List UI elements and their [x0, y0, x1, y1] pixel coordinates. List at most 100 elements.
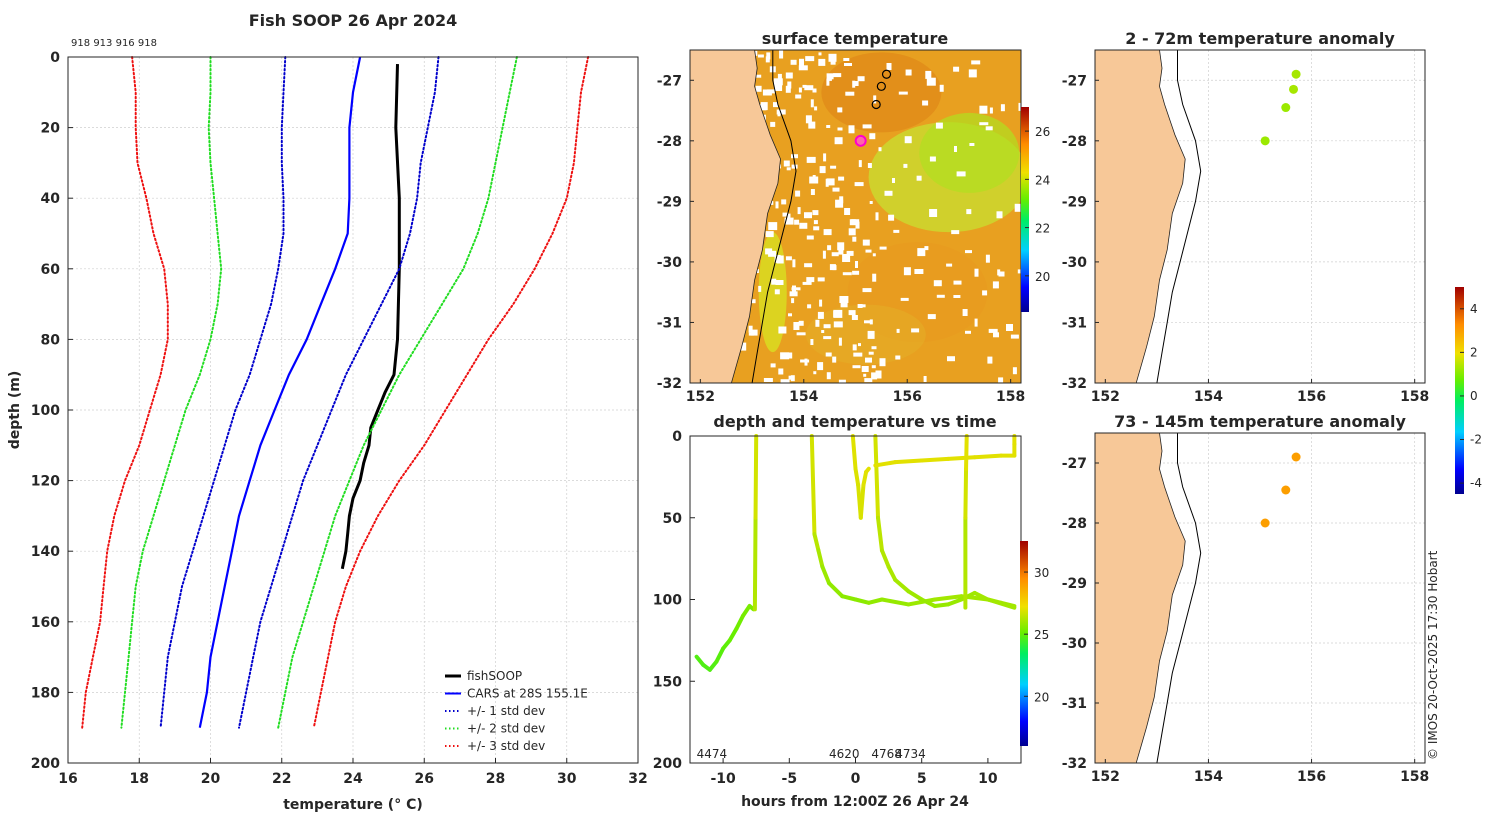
track-segment [886, 564, 898, 582]
cloud-gap [765, 56, 770, 63]
anomaly-deep-panel: 73 - 145m temperature anomaly 152 154 156 1… [1062, 287, 1482, 785]
cloud-gap [848, 228, 856, 236]
track-segment [861, 469, 869, 488]
track-segment [734, 613, 745, 631]
cloud-gap [783, 160, 790, 167]
y-tick-label: 0 [672, 429, 682, 445]
cloud-gap [805, 115, 812, 124]
y-tick-label: -31 [1062, 315, 1087, 331]
cloud-gap [748, 299, 756, 304]
cloud-gap [826, 73, 834, 80]
sst-colorbar-ticks: 20 22 24 26 [1025, 125, 1050, 284]
cloud-gap [780, 379, 790, 383]
track-segment [858, 483, 866, 520]
track-segment [963, 466, 969, 520]
cloud-gap [785, 72, 793, 79]
depth-time-xlabel: hours from 12:00Z 26 Apr 24 [741, 794, 969, 810]
cloud-gap [857, 304, 863, 308]
cloud-gap [893, 229, 900, 233]
cloud-gap [804, 85, 814, 91]
track-segment [906, 589, 924, 602]
credit-text: © IMOS 20-Oct-2025 17:30 Hobart [1426, 550, 1440, 760]
cloud-gap [810, 189, 815, 195]
cloud-gap [884, 190, 893, 196]
cloud-gap [860, 304, 866, 308]
deployment-label: 4734 [895, 747, 926, 761]
cloud-gap [825, 352, 832, 357]
legend-label: +/- 2 std dev [467, 722, 545, 736]
track-segment [809, 434, 817, 537]
cloud-gap [798, 65, 808, 71]
colorbar-tick-label: 22 [1035, 222, 1050, 236]
deployment-id-label: 918 913 916 918 [71, 38, 157, 49]
y-tick-label: -32 [657, 376, 682, 392]
sst-ticks: 152 154 156 158 -27 -28 -29 -30 -31 -32 [657, 73, 1026, 405]
cloud-gap [953, 280, 962, 285]
cloud-gap [833, 309, 843, 318]
cloud-gap [830, 57, 836, 65]
cloud-gap [854, 182, 864, 187]
cloud-gap [766, 89, 775, 94]
cloud-gap [804, 212, 812, 219]
cloud-gap [826, 125, 831, 128]
cloud-gap [768, 222, 778, 231]
cloud-gap [871, 372, 878, 380]
cloud-gap [974, 268, 979, 277]
cloud-gap [789, 291, 798, 297]
coastline-land [1095, 433, 1186, 763]
cloud-gap [750, 329, 758, 336]
cloud-gap [903, 267, 911, 276]
cloud-gap [867, 330, 875, 339]
y-tick-label: 80 [41, 332, 61, 348]
cloud-gap [823, 336, 832, 340]
cloud-gap [916, 175, 922, 181]
x-tick-label: 156 [1297, 769, 1326, 785]
cloud-gap [823, 229, 832, 236]
cloud-gap [782, 212, 788, 217]
cloud-gap [1000, 104, 1005, 112]
cloud-gap [929, 209, 938, 217]
cloud-gap [875, 370, 882, 379]
x-tick-label: 158 [1400, 769, 1429, 785]
x-tick-label: 20 [201, 771, 221, 787]
anomaly-point [1260, 136, 1270, 146]
x-tick-label: 154 [1194, 389, 1223, 405]
y-tick-label: 140 [31, 544, 60, 560]
track-segment [866, 597, 884, 605]
cloud-gap [755, 85, 762, 92]
cloud-gap [817, 277, 825, 282]
y-tick-label: -32 [1062, 376, 1087, 392]
cloud-gap [862, 124, 872, 129]
station-highlight-marker [854, 134, 867, 147]
cloud-gap [759, 104, 767, 111]
cloud-gap [827, 245, 832, 251]
track-segment [879, 597, 911, 607]
cloud-gap [968, 69, 977, 78]
cloud-gap [879, 246, 887, 250]
cloud-gap [925, 70, 932, 79]
cloud-gap [770, 363, 776, 368]
track-segment [972, 453, 1004, 460]
series-cars-1-std [159, 56, 287, 729]
cloud-gap [818, 58, 826, 66]
series-cars-1-std [238, 56, 440, 729]
cloud-gap [810, 339, 814, 345]
cloud-gap [776, 255, 784, 264]
cloud-gap [815, 319, 820, 327]
profile-ylabel: depth (m) [7, 371, 23, 449]
track-segment [919, 597, 937, 609]
cloud-gap [833, 321, 843, 328]
x-tick-label: 32 [628, 771, 647, 787]
cloud-gap [813, 220, 818, 225]
sst-patch [805, 304, 926, 365]
cloud-gap [947, 356, 955, 362]
anomaly-deep-title: 73 - 145m temperature anomaly [1114, 412, 1406, 431]
cloud-gap [822, 250, 826, 259]
track-segment [893, 458, 924, 465]
track-segment [985, 597, 1004, 605]
series-fishsoop [340, 64, 401, 570]
x-tick-label: 18 [130, 771, 149, 787]
x-tick-label: 154 [1194, 769, 1223, 785]
track-segment [820, 564, 832, 586]
cloud-gap [1017, 269, 1021, 274]
